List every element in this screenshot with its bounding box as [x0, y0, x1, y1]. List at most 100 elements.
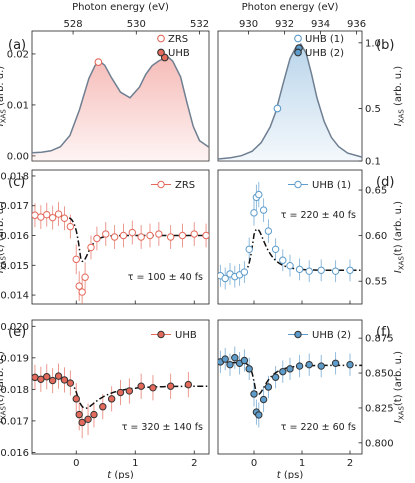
panel-c: (c) 0.014 0.015 0.016 0.017 0.018 ZRS τ = 100 ±…	[0, 169, 210, 305]
data-point	[250, 390, 258, 398]
panel-a: (a) 0.00 0.01 0.02 Photon energy (eV) 528 530 5…	[7, 2, 210, 162]
y-tick-label: 0.014	[0, 291, 29, 302]
data-point	[279, 256, 287, 264]
top-axis-title-b: Photon energy (eV)	[242, 2, 339, 13]
data-point	[155, 230, 163, 238]
data-point	[346, 360, 354, 369]
tau-annotation-e: τ = 320 ± 140 fs	[122, 422, 203, 433]
y-tick-label: 0.02	[7, 49, 29, 60]
data-point	[250, 209, 258, 217]
panel-f-frame	[217, 319, 363, 455]
legend-marker	[157, 48, 165, 57]
data-point	[78, 288, 86, 296]
data-point	[305, 360, 313, 369]
data-point	[255, 190, 263, 199]
y-tick-label: 0.015	[0, 261, 29, 272]
legend-marker	[294, 330, 302, 339]
data-point	[119, 231, 128, 240]
data-point	[245, 365, 253, 373]
legend-label: UHB	[168, 48, 190, 59]
data-point	[221, 274, 229, 283]
marker-uhb	[160, 53, 169, 62]
data-point	[178, 231, 187, 240]
marker-zrs	[94, 58, 103, 66]
top-tick-label: 930	[239, 19, 258, 30]
data-point	[240, 268, 249, 276]
y-axis-label-c: IXAS(t) (arb. u.)	[0, 201, 8, 273]
y-tick-label: 0.017	[0, 416, 29, 427]
data-point	[72, 255, 80, 264]
data-point	[286, 262, 294, 270]
legend-marker	[294, 180, 302, 189]
panel-letter-c: (c)	[8, 175, 25, 190]
legend-marker	[157, 34, 165, 43]
data-point	[93, 234, 101, 243]
data-point	[60, 376, 69, 384]
data-point	[317, 266, 325, 274]
y-tick-label: 0.55	[365, 277, 387, 288]
panel-letter-b: (b)	[376, 38, 394, 53]
data-point	[346, 266, 354, 274]
top-tick-label: 934	[311, 19, 330, 30]
legend-label: ZRS	[168, 34, 188, 45]
data-point	[107, 395, 116, 403]
y-tick-label: 0.65	[365, 186, 387, 197]
spectrum-fill-a	[32, 57, 209, 161]
y-tick-label: 0.825	[365, 403, 394, 414]
legend-label: UHB (2)	[305, 48, 344, 59]
x-tick-label: 1	[299, 458, 305, 469]
y-tick-label: 0.00	[7, 151, 29, 162]
x-tick-label: 0	[73, 458, 79, 469]
data-point	[128, 228, 137, 237]
data-point	[60, 214, 69, 222]
legend-label: UHB (1)	[305, 34, 344, 45]
y-tick-label: 0.800	[365, 438, 394, 449]
data-point	[190, 230, 198, 238]
y-axis-label-d-text: IXAS(t) (arb. u.)	[393, 201, 406, 273]
data-point	[331, 359, 340, 367]
y-axis-label-c-text: IXAS(t) (arb. u.)	[0, 201, 8, 273]
data-point	[231, 353, 239, 362]
x-tick-label: 2	[347, 458, 353, 469]
y-tick-label: 0.60	[365, 231, 387, 242]
data-point	[259, 395, 268, 404]
data-point	[72, 395, 80, 403]
y-axis-label-f-text: IXAS(t) (arb. u.)	[393, 351, 406, 423]
data-point	[54, 210, 63, 218]
data-point	[84, 415, 92, 424]
data-point	[202, 231, 209, 240]
y-tick-label: 0.020	[0, 322, 29, 333]
data-point	[295, 265, 304, 274]
data-point	[87, 243, 95, 252]
tau-annotation-c: τ = 100 ± 40 fs	[128, 272, 203, 283]
data-point	[81, 273, 89, 281]
y-tick-label: 0.1	[365, 157, 381, 168]
panel-d-frame	[217, 169, 363, 305]
top-tick-label: 936	[347, 19, 366, 30]
legend-label-d: UHB (1)	[312, 180, 351, 191]
y-axis-label-b-text: IXAS (arb. u.)	[393, 66, 406, 127]
legend-marker	[157, 180, 165, 189]
legend-marker	[157, 330, 165, 339]
panel-letter-d: (d)	[376, 175, 394, 190]
data-point	[271, 373, 280, 381]
plot-area-e	[32, 363, 209, 439]
data-point	[78, 418, 86, 427]
data-point	[295, 362, 304, 370]
y-tick-label: 0.018	[0, 385, 29, 396]
x-axis-label-f: t (ps)	[277, 470, 304, 479]
data-point	[286, 365, 294, 373]
panel-e-frame	[31, 319, 210, 455]
y-tick-label: 1.0	[365, 38, 381, 49]
tau-annotation-d: τ = 220 ± 40 fs	[281, 210, 356, 221]
y-tick-label: 0.016	[0, 448, 29, 459]
y-axis-label-a-text: IXAS (arb. u.)	[0, 66, 8, 127]
panel-d: (d) 0.55 0.60 0.65 UHB (1) τ = 220 ± 40 fs	[217, 169, 394, 305]
data-point	[137, 382, 145, 390]
panel-letter-a: (a)	[8, 38, 26, 53]
data-point	[240, 356, 249, 365]
panel-letter-e: (e)	[8, 325, 26, 340]
data-point	[102, 230, 110, 238]
